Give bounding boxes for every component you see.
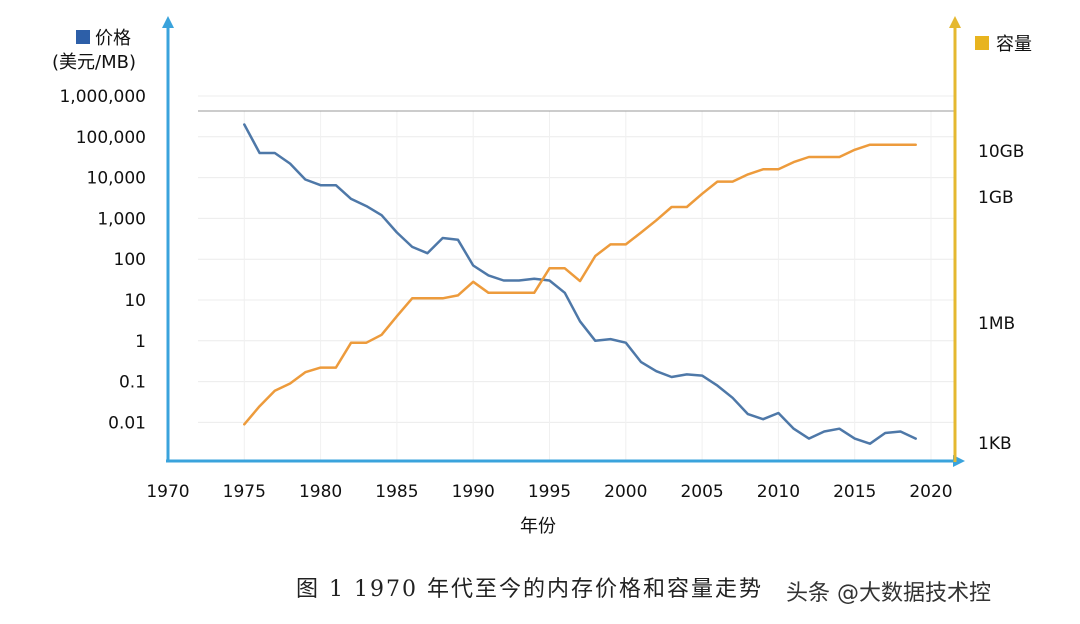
grid	[167, 95, 955, 461]
left-tick-label: 1,000,000	[59, 87, 146, 107]
right-tick-label: 10GB	[978, 142, 1024, 162]
right-tick-label: 1KB	[978, 434, 1012, 454]
left-tick-label: 1	[135, 332, 146, 352]
x-tick-label: 2010	[757, 482, 800, 502]
left-axis	[162, 16, 174, 462]
x-tick-label: 2005	[680, 482, 723, 502]
bottom-axis	[166, 455, 965, 467]
x-tick-label: 2000	[604, 482, 647, 502]
legend-price-label: 价格	[95, 28, 131, 49]
legend-price: 价格 (美元/MB)	[52, 28, 136, 73]
right-tick-label: 1GB	[978, 188, 1014, 208]
figure-caption: 图 1 1970 年代至今的内存价格和容量走势	[296, 577, 763, 602]
x-tick-labels: 1970 1975 1980 1985 1990 1995 2000 2005 2010 2015…	[146, 482, 952, 502]
x-tick-label: 1970	[146, 482, 189, 502]
x-tick-label: 2015	[833, 482, 876, 502]
left-tick-label: 100	[114, 250, 146, 270]
price-series-line	[243, 123, 917, 445]
x-tick-label: 2020	[909, 482, 952, 502]
legend-price-swatch	[76, 30, 90, 44]
right-axis	[949, 16, 961, 462]
legend-capacity-swatch	[975, 36, 989, 50]
left-tick-label: 0.1	[119, 373, 146, 393]
series-layer	[243, 123, 917, 445]
x-tick-label: 1985	[375, 482, 418, 502]
x-tick-label: 1995	[528, 482, 571, 502]
right-tick-labels: 10GB 1GB 1MB 1KB	[978, 142, 1024, 454]
legend-capacity: 容量	[975, 34, 1032, 55]
capacity-series-line	[243, 143, 917, 426]
x-tick-label: 1980	[299, 482, 342, 502]
left-tick-label: 100,000	[76, 128, 146, 148]
left-tick-label: 10	[124, 291, 146, 311]
watermark: 头条 @大数据技术控	[786, 581, 991, 606]
left-axis-unit-label: (美元/MB)	[52, 52, 136, 73]
left-tick-label: 10,000	[87, 169, 146, 189]
left-tick-labels: 1,000,000 100,000 10,000 1,000 100 10 1 0.1 0.01	[59, 87, 146, 433]
right-tick-label: 1MB	[978, 314, 1015, 334]
x-axis-label: 年份	[520, 516, 556, 537]
left-tick-label: 1,000	[97, 209, 146, 229]
legend-capacity-label: 容量	[996, 34, 1032, 55]
left-tick-label: 0.01	[108, 413, 146, 433]
x-tick-label: 1990	[452, 482, 495, 502]
x-tick-label: 1975	[223, 482, 266, 502]
